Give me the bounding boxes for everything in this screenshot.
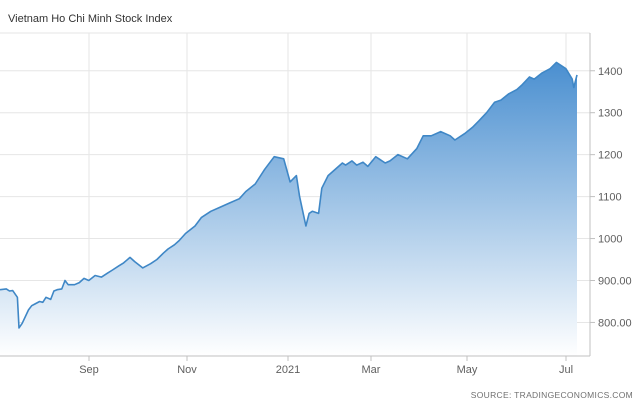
x-tick-label: Mar	[362, 364, 381, 376]
y-tick-label: 900.00	[598, 275, 632, 287]
x-tick-label: May	[457, 364, 478, 376]
y-tick-label: 800.00	[598, 317, 632, 329]
x-tick-label: 2021	[276, 364, 300, 376]
x-axis-ticks: Sep Nov 2021 Mar May Jul	[79, 356, 573, 376]
x-tick-label: Nov	[177, 364, 197, 376]
y-tick-label: 1300	[598, 108, 622, 120]
axes	[0, 33, 591, 357]
y-tick-label: 1000	[598, 234, 622, 246]
y-axis-ticks: 800.00 900.00 1000 1100 1200 1300 1400	[590, 66, 632, 329]
source-label: SOURCE: TRADINGECONOMICS.COM	[471, 390, 633, 400]
y-tick-label: 1100	[598, 192, 622, 204]
chart-title: Vietnam Ho Chi Minh Stock Index	[8, 13, 173, 25]
y-tick-label: 1400	[598, 66, 622, 78]
y-tick-label: 1200	[598, 150, 622, 162]
x-tick-label: Jul	[559, 364, 573, 376]
series-line	[0, 61, 578, 329]
x-tick-label: Sep	[79, 364, 99, 376]
